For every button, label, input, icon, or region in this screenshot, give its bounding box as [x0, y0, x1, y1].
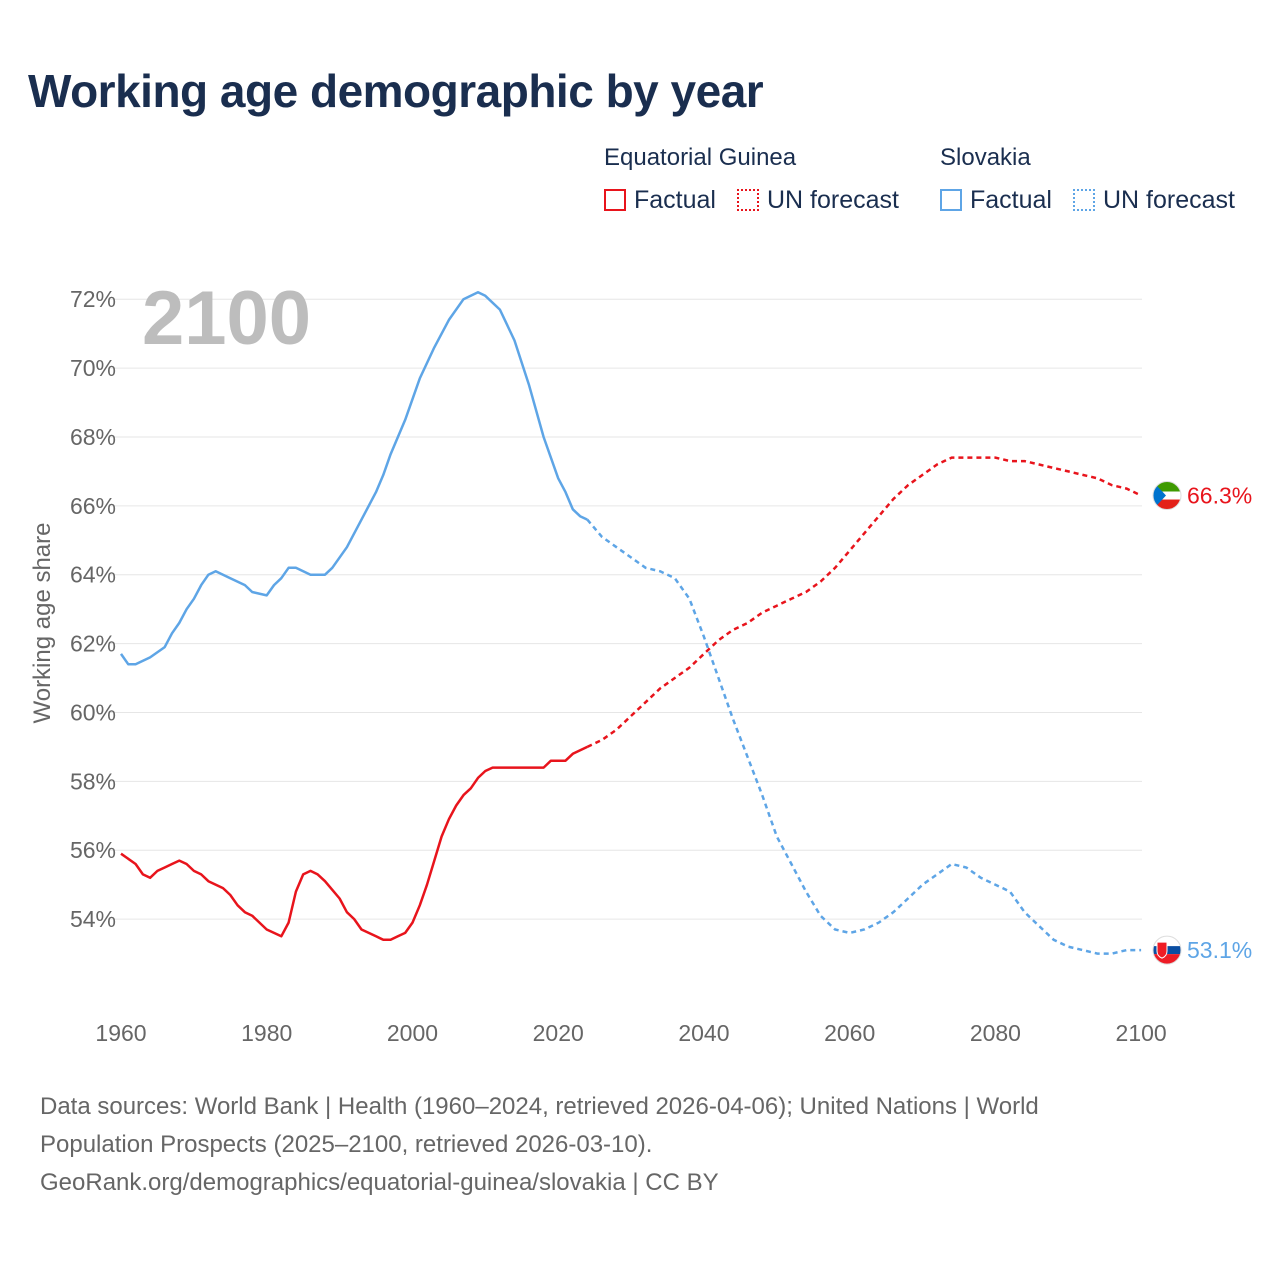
x-tick-label: 2100 [1116, 1020, 1167, 1046]
y-axis-label: Working age share [29, 523, 56, 724]
footer-attribution[interactable]: GeoRank.org/demographics/equatorial-guin… [40, 1169, 719, 1196]
flag-icon-slovakia [1152, 935, 1182, 965]
series-line-factual-slovakia[interactable] [119, 291, 588, 666]
x-tick-label: 1960 [95, 1020, 146, 1046]
legend-swatch-solid-red [604, 189, 626, 211]
footer-source-line-2: Population Prospects (2025–2100, retriev… [40, 1131, 653, 1158]
y-tick-label: 70% [70, 355, 116, 381]
series-line-factual-equatorial-guinea[interactable] [120, 745, 588, 942]
y-tick-label: 64% [70, 562, 116, 588]
x-tick-label: 1980 [241, 1020, 292, 1046]
year-watermark: 2100 [142, 276, 311, 361]
series-lines [119, 291, 1142, 955]
y-axis-ticks: 54% 56% 58% 60% 62% 64% 66% 68% 70% 72% [70, 286, 116, 932]
y-tick-label: 66% [70, 493, 116, 519]
x-tick-label: 2020 [533, 1020, 584, 1046]
legend-swatch-dotted-blue [1073, 189, 1095, 211]
y-tick-label: 68% [70, 424, 116, 450]
legend-swatch-dotted-red [737, 189, 759, 211]
x-tick-label: 2040 [678, 1020, 729, 1046]
footer: Data sources: World Bank | Health (1960–… [40, 1088, 1240, 1202]
y-tick-label: 72% [70, 286, 116, 312]
x-tick-label: 2080 [970, 1020, 1021, 1046]
line-chart: 2100 54% 56% 58% 60% 62% 64% 66% 68% 70% 72% 1960… [29, 276, 1252, 1046]
series-endpoints: 66.3% 53.1% [1152, 481, 1252, 965]
series-line-forecast-equatorial-guinea[interactable] [586, 456, 1142, 749]
legend-sk-forecast[interactable]: UN forecast [1073, 186, 1235, 214]
legend-sk-factual[interactable]: Factual [940, 186, 1052, 214]
chart-title: Working age demographic by year [28, 65, 764, 117]
footer-source-line-1: Data sources: World Bank | Health (1960–… [40, 1093, 1039, 1120]
legend-eg-factual[interactable]: Factual [604, 186, 716, 214]
gridlines [110, 298, 1142, 920]
y-tick-label: 54% [70, 906, 116, 932]
legend-eg-forecast[interactable]: UN forecast [737, 186, 899, 214]
y-tick-label: 58% [70, 768, 116, 794]
x-tick-label: 2060 [824, 1020, 875, 1046]
x-tick-label: 2000 [387, 1020, 438, 1046]
legend-eg-factual-label: Factual [634, 185, 716, 214]
legend-sk-forecast-label: UN forecast [1103, 185, 1235, 214]
legend-group-slovakia: Slovakia [940, 144, 1031, 171]
end-value-label-slovakia: 53.1% [1187, 937, 1252, 963]
end-value-label-equatorial-guinea: 66.3% [1187, 483, 1252, 509]
series-line-forecast-slovakia[interactable] [586, 518, 1142, 955]
legend-eg-forecast-label: UN forecast [767, 185, 899, 214]
y-tick-label: 62% [70, 631, 116, 657]
legend-sk-factual-label: Factual [970, 185, 1052, 214]
flag-icon-equatorial-guinea [1152, 481, 1182, 511]
legend-group-equatorial-guinea: Equatorial Guinea [604, 144, 797, 171]
y-tick-label: 56% [70, 837, 116, 863]
y-tick-label: 60% [70, 699, 116, 725]
legend-swatch-solid-blue [940, 189, 962, 211]
x-axis-ticks: 1960 1980 2000 2020 2040 2060 2080 2100 [95, 1020, 1166, 1046]
